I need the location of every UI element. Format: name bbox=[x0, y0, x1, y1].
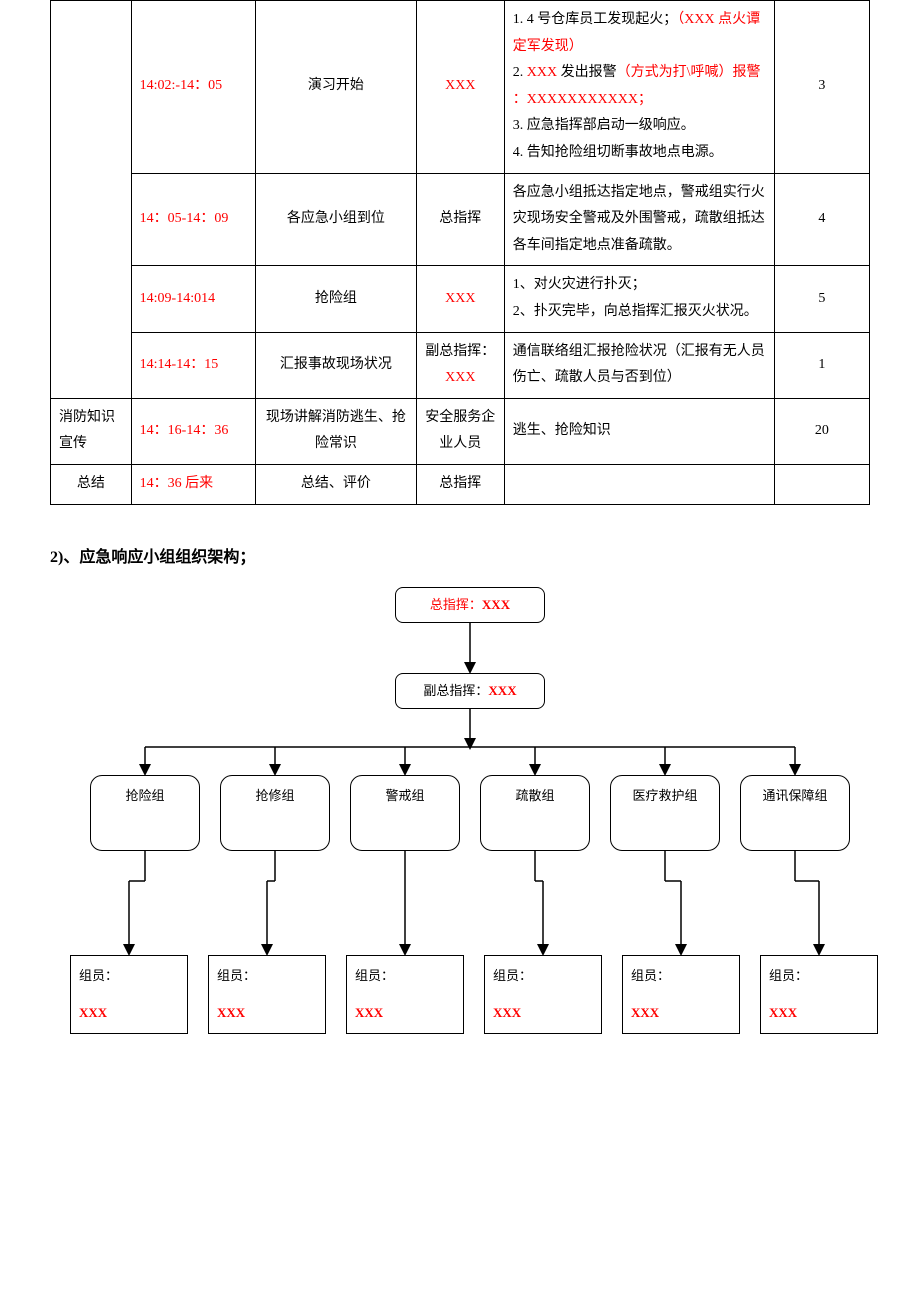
duration-cell: 1 bbox=[774, 332, 869, 398]
member-node: 组员：XXX bbox=[622, 955, 740, 1034]
content-cell: 1. 4 号仓库员工发现起火；（XXX 点火谭定军发现）2. XXX 发出报警（… bbox=[504, 1, 774, 174]
org-chart: 总指挥：XXX 副总指挥：XXX 抢险组组员：XXX 抢修组组员：XXX 警戒组组员：X… bbox=[50, 587, 870, 1087]
section2-title: 2)、应急响应小组组织架构； bbox=[50, 543, 870, 567]
responsible-cell: XXX bbox=[416, 266, 504, 332]
time-cell: 14：05-14：09 bbox=[131, 173, 255, 266]
content-cell: 逃生、抢险知识 bbox=[504, 398, 774, 464]
table-row: 14:09-14:014抢险组XXX1、对火灾进行扑灭；2、扑灭完毕，向总指挥汇… bbox=[51, 266, 870, 332]
table-row: 总结14：36 后来总结、评价总指挥 bbox=[51, 464, 870, 504]
duration-cell: 5 bbox=[774, 266, 869, 332]
content-cell bbox=[504, 464, 774, 504]
time-cell: 14：36 后来 bbox=[131, 464, 255, 504]
group-node: 抢修组 bbox=[220, 775, 330, 851]
time-cell: 14:14-14：15 bbox=[131, 332, 255, 398]
member-node: 组员：XXX bbox=[760, 955, 878, 1034]
activity-cell: 汇报事故现场状况 bbox=[256, 332, 417, 398]
commander-node: 总指挥：XXX bbox=[395, 587, 545, 623]
group-node: 抢险组 bbox=[90, 775, 200, 851]
time-cell: 14:09-14:014 bbox=[131, 266, 255, 332]
time-cell: 14:02:-14：05 bbox=[131, 1, 255, 174]
table-row: 14:02:-14：05演习开始XXX1. 4 号仓库员工发现起火；（XXX 点… bbox=[51, 1, 870, 174]
content-cell: 通信联络组汇报抢险状况（汇报有无人员伤亡、疏散人员与否到位） bbox=[504, 332, 774, 398]
duration-cell: 20 bbox=[774, 398, 869, 464]
table-row: 消防知识宣传14：16-14：36现场讲解消防逃生、抢险常识安全服务企业人员逃生… bbox=[51, 398, 870, 464]
responsible-cell: 安全服务企业人员 bbox=[416, 398, 504, 464]
group-node: 警戒组 bbox=[350, 775, 460, 851]
group-node: 医疗救护组 bbox=[610, 775, 720, 851]
member-node: 组员：XXX bbox=[208, 955, 326, 1034]
member-node: 组员：XXX bbox=[70, 955, 188, 1034]
phase-cell: 总结 bbox=[51, 464, 132, 504]
table-row: 14:14-14：15汇报事故现场状况副总指挥：XXX通信联络组汇报抢险状况（汇… bbox=[51, 332, 870, 398]
duration-cell bbox=[774, 464, 869, 504]
responsible-cell: XXX bbox=[416, 1, 504, 174]
responsible-cell: 总指挥 bbox=[416, 464, 504, 504]
schedule-table: 14:02:-14：05演习开始XXX1. 4 号仓库员工发现起火；（XXX 点… bbox=[50, 0, 870, 505]
deputy-node: 副总指挥：XXX bbox=[395, 673, 545, 709]
activity-cell: 总结、评价 bbox=[256, 464, 417, 504]
phase-cell bbox=[51, 1, 132, 399]
group-node: 疏散组 bbox=[480, 775, 590, 851]
responsible-cell: 总指挥 bbox=[416, 173, 504, 266]
activity-cell: 各应急小组到位 bbox=[256, 173, 417, 266]
duration-cell: 4 bbox=[774, 173, 869, 266]
time-cell: 14：16-14：36 bbox=[131, 398, 255, 464]
activity-cell: 抢险组 bbox=[256, 266, 417, 332]
activity-cell: 演习开始 bbox=[256, 1, 417, 174]
phase-cell: 消防知识宣传 bbox=[51, 398, 132, 464]
responsible-cell: 副总指挥：XXX bbox=[416, 332, 504, 398]
content-cell: 各应急小组抵达指定地点，警戒组实行火灾现场安全警戒及外围警戒，疏散组抵达各车间指… bbox=[504, 173, 774, 266]
table-row: 14：05-14：09各应急小组到位总指挥各应急小组抵达指定地点，警戒组实行火灾… bbox=[51, 173, 870, 266]
activity-cell: 现场讲解消防逃生、抢险常识 bbox=[256, 398, 417, 464]
member-node: 组员：XXX bbox=[484, 955, 602, 1034]
content-cell: 1、对火灾进行扑灭；2、扑灭完毕，向总指挥汇报灭火状况。 bbox=[504, 266, 774, 332]
duration-cell: 3 bbox=[774, 1, 869, 174]
member-node: 组员：XXX bbox=[346, 955, 464, 1034]
group-node: 通讯保障组 bbox=[740, 775, 850, 851]
